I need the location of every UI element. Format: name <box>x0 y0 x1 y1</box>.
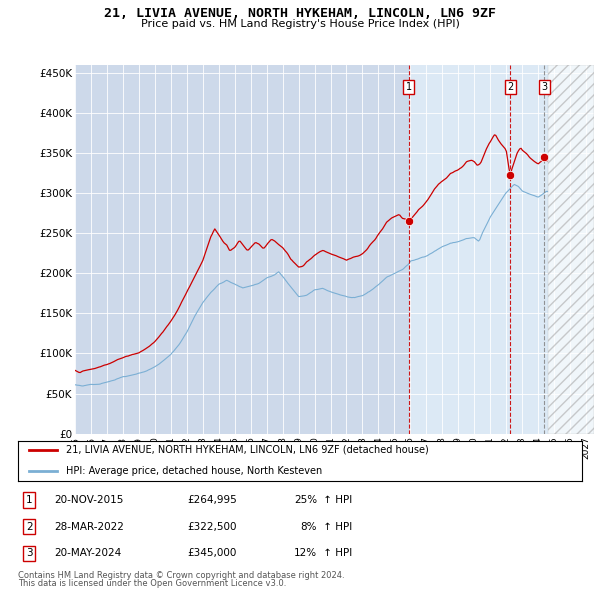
Text: Price paid vs. HM Land Registry's House Price Index (HPI): Price paid vs. HM Land Registry's House … <box>140 19 460 29</box>
Text: HPI: Average price, detached house, North Kesteven: HPI: Average price, detached house, Nort… <box>66 466 322 476</box>
Text: ↑ HPI: ↑ HPI <box>320 522 352 532</box>
Bar <box>548 65 594 434</box>
Text: £345,000: £345,000 <box>187 548 236 558</box>
Bar <box>409 65 594 434</box>
Text: 3: 3 <box>26 548 32 558</box>
Text: 21, LIVIA AVENUE, NORTH HYKEHAM, LINCOLN, LN6 9ZF (detached house): 21, LIVIA AVENUE, NORTH HYKEHAM, LINCOLN… <box>66 444 428 454</box>
Text: 12%: 12% <box>294 548 317 558</box>
Text: £264,995: £264,995 <box>187 495 237 505</box>
Text: 2: 2 <box>26 522 32 532</box>
Text: 2: 2 <box>507 82 513 92</box>
Text: 8%: 8% <box>301 522 317 532</box>
Text: Contains HM Land Registry data © Crown copyright and database right 2024.: Contains HM Land Registry data © Crown c… <box>18 571 344 579</box>
Text: £322,500: £322,500 <box>187 522 236 532</box>
Text: 21, LIVIA AVENUE, NORTH HYKEHAM, LINCOLN, LN6 9ZF: 21, LIVIA AVENUE, NORTH HYKEHAM, LINCOLN… <box>104 7 496 20</box>
Text: 20-NOV-2015: 20-NOV-2015 <box>55 495 124 505</box>
Text: 3: 3 <box>541 82 548 92</box>
Text: 28-MAR-2022: 28-MAR-2022 <box>55 522 125 532</box>
Text: This data is licensed under the Open Government Licence v3.0.: This data is licensed under the Open Gov… <box>18 579 286 588</box>
Text: 20-MAY-2024: 20-MAY-2024 <box>55 548 122 558</box>
Text: 1: 1 <box>26 495 32 505</box>
Text: ↑ HPI: ↑ HPI <box>320 548 352 558</box>
Text: ↑ HPI: ↑ HPI <box>320 495 352 505</box>
Text: 25%: 25% <box>294 495 317 505</box>
Text: 1: 1 <box>406 82 412 92</box>
